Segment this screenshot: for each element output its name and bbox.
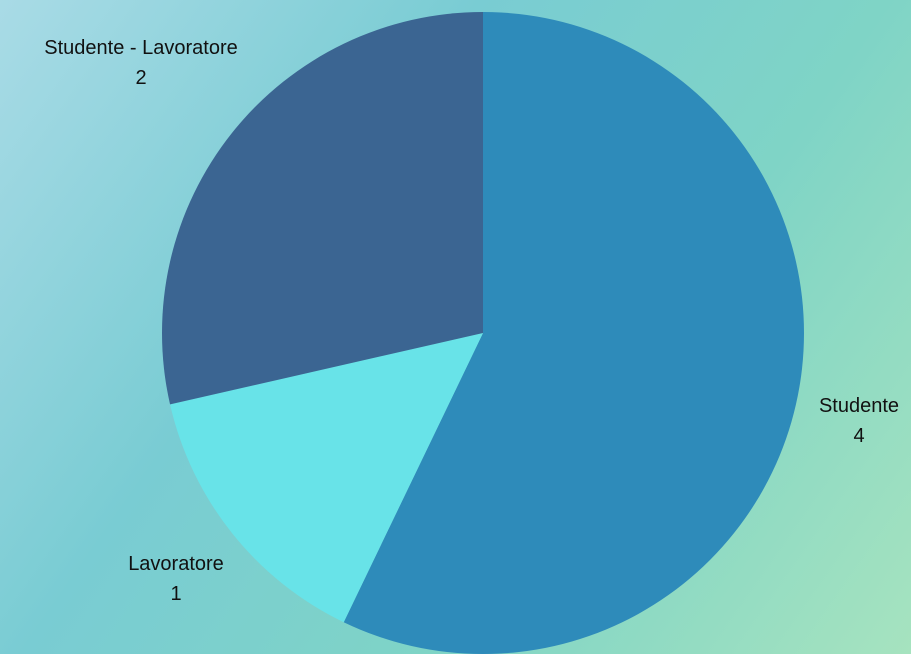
- slice-value-studente: 4: [853, 425, 864, 447]
- slice-label-studente: Studente: [819, 395, 899, 417]
- slice-value-lavoratore: 1: [170, 583, 181, 605]
- slice-label-lavoratore: Lavoratore: [128, 553, 224, 575]
- pie-slice-lavoratore: [170, 333, 484, 623]
- slice-value-studente-lavoratore: 2: [135, 67, 146, 89]
- slice-label-studente-lavoratore: Studente - Lavoratore: [44, 37, 237, 59]
- pie-slice-studente-lavoratore: [162, 12, 483, 405]
- pie-slice-studente: [343, 12, 804, 654]
